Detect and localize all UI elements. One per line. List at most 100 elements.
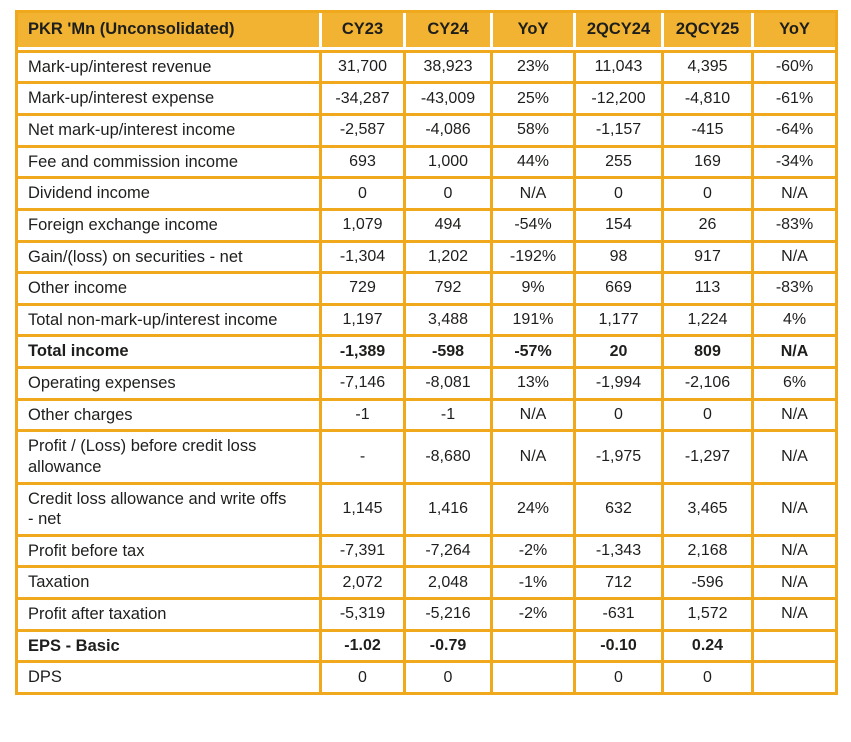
table-row: Credit loss allowance and write offs - n… [18, 481, 835, 534]
row-label: Mark-up/interest expense [18, 81, 319, 114]
table-row: Fee and commission income 693 1,000 44% 255 1… [18, 144, 835, 177]
value-cell: 712 [573, 565, 661, 598]
table-row: Operating expenses -7,146 -8,081 13% -1,994-… [18, 366, 835, 398]
value-cell: 1,416 [403, 481, 490, 534]
value-cell: 809 [661, 334, 751, 367]
value-cell: -34% [751, 144, 835, 177]
value-cell: -1% [490, 565, 573, 598]
row-label: Fee and commission income [18, 144, 319, 177]
value-cell: 11,043 [573, 49, 661, 82]
value-cell: 23% [490, 49, 573, 82]
value-cell: N/A [751, 429, 835, 482]
row-label: DPS [18, 660, 319, 692]
value-cell: 0 [661, 660, 751, 692]
value-cell: -0.10 [573, 628, 661, 661]
column-header-cy24: CY24 [403, 13, 490, 50]
value-cell: 191% [490, 302, 573, 335]
value-cell: 1,177 [573, 302, 661, 335]
value-cell: 792 [403, 271, 490, 303]
row-label: Taxation [18, 565, 319, 598]
financial-results-table-frame: PKR 'Mn (Unconsolidated) CY23 CY24 YoY 2… [15, 10, 838, 695]
value-cell: -1,343 [573, 533, 661, 566]
row-label: Profit before tax [18, 533, 319, 566]
value-cell: -43,009 [403, 81, 490, 114]
value-cell: 3,465 [661, 481, 751, 534]
value-cell: -83% [751, 207, 835, 240]
value-cell: 729 [319, 271, 403, 303]
row-label: Profit / (Loss) before credit loss allow… [18, 429, 319, 482]
column-header-2qcy24: 2QCY24 [573, 13, 661, 50]
value-cell: 0 [319, 176, 403, 208]
table-row: Total non-mark-up/interest income 1,197 3,… [18, 302, 835, 335]
header-row: PKR 'Mn (Unconsolidated) CY23 CY24 YoY 2… [18, 13, 835, 50]
column-header-2qcy25: 2QCY25 [661, 13, 751, 50]
value-cell: 0.24 [661, 628, 751, 661]
value-cell: -4,086 [403, 113, 490, 145]
table-row: EPS - Basic -1.02 -0.79 -0.10 0.24 [18, 628, 835, 661]
table-row: Other charges -1 -1 N/A 0 0 N/A [18, 397, 835, 430]
value-cell: N/A [751, 334, 835, 367]
value-cell: 13% [490, 366, 573, 398]
value-cell: -12,200 [573, 81, 661, 114]
value-cell: -7,146 [319, 366, 403, 398]
value-cell: -1.02 [319, 628, 403, 661]
value-cell: -1,389 [319, 334, 403, 367]
value-cell: -415 [661, 113, 751, 145]
value-cell: -1,297 [661, 429, 751, 482]
value-cell: 6% [751, 366, 835, 398]
table-row: Profit / (Loss) before credit loss allow… [18, 429, 835, 482]
value-cell: N/A [751, 176, 835, 208]
value-cell: -2,587 [319, 113, 403, 145]
value-cell: -57% [490, 334, 573, 367]
value-cell: -0.79 [403, 628, 490, 661]
value-cell: 1,000 [403, 144, 490, 177]
table-row: Total income -1,389 -598 -57% 20 809 N/A [18, 334, 835, 367]
value-cell: 38,923 [403, 49, 490, 82]
row-label: Other income [18, 271, 319, 303]
financial-results-table: PKR 'Mn (Unconsolidated) CY23 CY24 YoY 2… [18, 13, 835, 692]
value-cell: 255 [573, 144, 661, 177]
value-cell: 154 [573, 207, 661, 240]
value-cell: 4% [751, 302, 835, 335]
value-cell: 669 [573, 271, 661, 303]
value-cell: 0 [319, 660, 403, 692]
value-cell: -1,304 [319, 239, 403, 272]
value-cell: 494 [403, 207, 490, 240]
value-cell: 917 [661, 239, 751, 272]
value-cell: -5,319 [319, 597, 403, 629]
value-cell: -1,157 [573, 113, 661, 145]
value-cell: 31,700 [319, 49, 403, 82]
column-header-yoy-annual: YoY [490, 13, 573, 50]
value-cell: -1 [403, 397, 490, 430]
value-cell: 1,202 [403, 239, 490, 272]
value-cell: -61% [751, 81, 835, 114]
row-label: Foreign exchange income [18, 207, 319, 240]
value-cell [751, 628, 835, 661]
row-label: Gain/(loss) on securities - net [18, 239, 319, 272]
table-row: Taxation 2,072 2,048 -1% 712 -596 N/A [18, 565, 835, 598]
value-cell: 2,072 [319, 565, 403, 598]
value-cell: -596 [661, 565, 751, 598]
row-label: Dividend income [18, 176, 319, 208]
value-cell: N/A [490, 429, 573, 482]
row-label: Mark-up/interest revenue [18, 49, 319, 82]
value-cell [751, 660, 835, 692]
table-header: PKR 'Mn (Unconsolidated) CY23 CY24 YoY 2… [18, 13, 835, 50]
value-cell: 20 [573, 334, 661, 367]
value-cell: -2,106 [661, 366, 751, 398]
table-row: Net mark-up/interest income -2,587 -4,086 5… [18, 113, 835, 145]
table-row: DPS 0 0 0 0 [18, 660, 835, 692]
value-cell: 3,488 [403, 302, 490, 335]
value-cell: 0 [661, 176, 751, 208]
value-cell: 25% [490, 81, 573, 114]
value-cell: 2,168 [661, 533, 751, 566]
value-cell: -631 [573, 597, 661, 629]
value-cell: N/A [751, 481, 835, 534]
value-cell: 113 [661, 271, 751, 303]
value-cell: 26 [661, 207, 751, 240]
value-cell: 2,048 [403, 565, 490, 598]
value-cell: -83% [751, 271, 835, 303]
value-cell: 1,572 [661, 597, 751, 629]
value-cell: -34,287 [319, 81, 403, 114]
value-cell: N/A [751, 597, 835, 629]
